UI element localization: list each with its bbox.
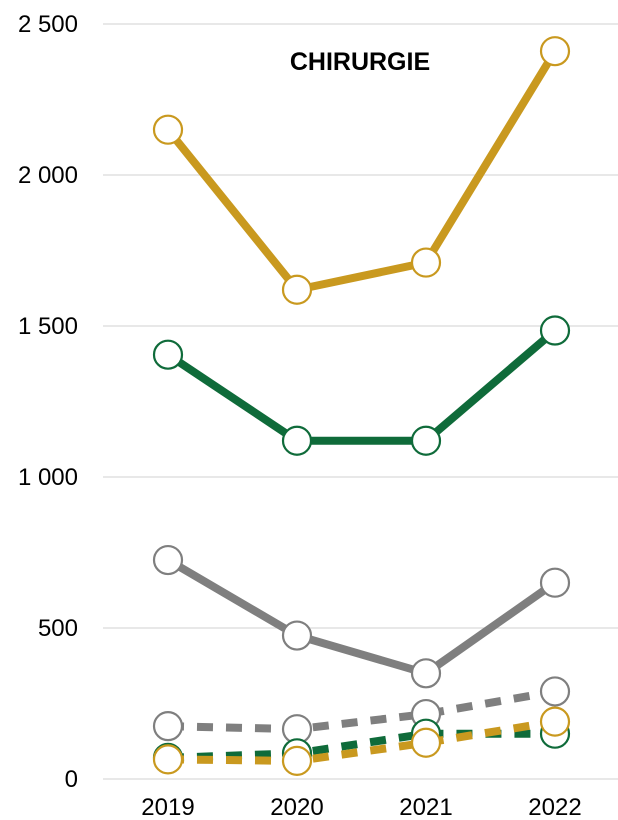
data-point [539,676,571,707]
series-1 [152,315,571,456]
x-axis: 2019 2020 2021 2022 [141,794,581,820]
data-point [152,544,184,576]
series-4 [152,718,571,773]
x-tick-label: 2020 [270,794,323,820]
data-point [152,114,184,145]
series-line [167,687,556,734]
data-point [281,745,313,776]
gridlines [103,23,618,780]
y-axis: 0 500 1 000 1 500 2 000 2 500 [18,11,78,793]
x-tick-label: 2021 [399,794,452,820]
data-point [539,315,571,346]
data-point [152,744,184,775]
data-point [410,658,442,689]
chart-title: CHIRURGIE [290,48,430,76]
y-tick-label: 0 [65,766,78,793]
x-tick-label: 2019 [141,794,194,820]
series-line [167,717,556,765]
series-line [164,47,559,294]
y-tick-label: 500 [38,615,78,642]
series-group [152,36,571,776]
y-tick-label: 2 500 [18,11,78,38]
data-point [410,727,442,758]
series-2 [152,544,571,689]
series-0 [152,36,571,305]
x-tick-label: 2022 [528,794,581,820]
data-point [410,425,442,456]
series-line [167,729,555,762]
data-point [281,620,313,651]
y-tick-label: 2 000 [18,162,78,189]
series-line [164,326,559,445]
y-tick-label: 1 500 [18,313,78,340]
data-point [539,36,571,67]
data-point [539,567,571,598]
data-point [152,339,184,370]
data-point [152,711,184,742]
data-point [539,706,571,737]
data-point [281,425,313,456]
series-5 [152,706,571,776]
series-3 [152,676,571,745]
y-tick-label: 1 000 [18,464,78,491]
data-point [410,247,442,278]
data-point [281,274,313,305]
series-line [164,556,559,678]
